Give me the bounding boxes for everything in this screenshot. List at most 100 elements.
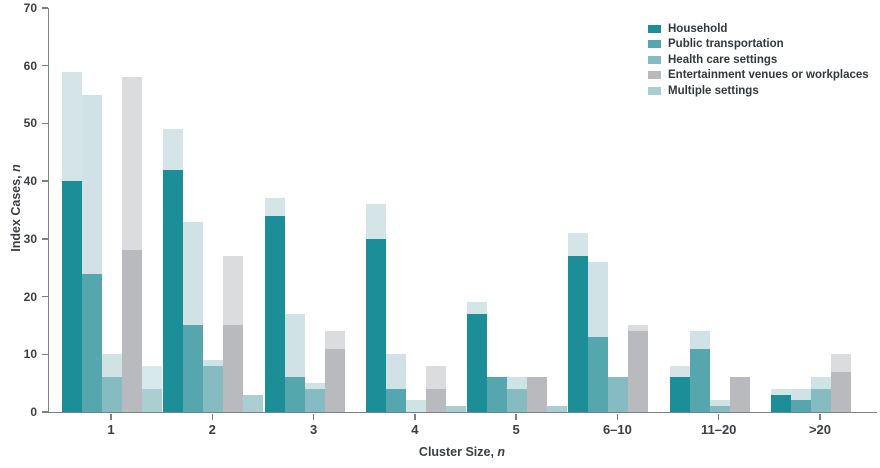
bar-group <box>770 354 871 412</box>
x-tick: 4 <box>365 413 465 437</box>
bar <box>487 377 508 412</box>
bar-solid-segment <box>507 388 528 412</box>
y-tick-label: 0 <box>30 405 37 419</box>
y-axis: 0 10 20 30 40 50 60 70 <box>0 1 48 419</box>
y-tick-mark <box>42 180 48 182</box>
bar <box>445 406 466 412</box>
bar-solid-segment <box>689 348 710 412</box>
x-tick: 5 <box>466 413 566 437</box>
legend-label: Entertainment venues or workplaces <box>668 69 869 82</box>
legend-label: Public transportation <box>668 38 784 51</box>
bar <box>264 198 285 412</box>
x-tick-label: 1 <box>107 421 115 437</box>
x-tick-label: 4 <box>411 421 419 437</box>
bar <box>304 383 325 412</box>
legend-swatch <box>648 24 661 33</box>
y-tick-mark <box>42 238 48 240</box>
y-tick-mark <box>42 411 48 413</box>
x-tick: >20 <box>770 413 870 437</box>
bar-solid-segment <box>568 256 589 412</box>
bar-solid-segment <box>264 215 285 412</box>
bar <box>284 313 305 412</box>
x-tick-label: >20 <box>808 421 831 437</box>
bar <box>709 400 730 412</box>
bar-solid-segment <box>487 377 508 412</box>
bar-solid-segment <box>709 406 730 412</box>
y-tick-mark <box>42 64 48 67</box>
legend-swatch <box>648 40 661 49</box>
x-tick: 6–10 <box>567 413 667 437</box>
bar <box>223 256 244 412</box>
bar-solid-segment <box>203 365 224 412</box>
x-tick: 3 <box>264 413 364 437</box>
bar-solid-segment <box>142 388 162 412</box>
x-tick-label: 2 <box>208 421 216 437</box>
bar <box>527 377 548 412</box>
x-tick-mark <box>616 413 619 420</box>
x-axis-title: Cluster Size, n <box>48 445 876 459</box>
bar-solid-segment <box>183 325 204 412</box>
bar-solid-segment <box>243 394 264 412</box>
bar <box>183 221 204 412</box>
legend-label: Multiple settings <box>668 84 759 97</box>
y-tick-mark <box>42 295 48 298</box>
bar-solid-segment <box>365 238 386 412</box>
y-tick-mark <box>42 353 48 356</box>
bar <box>243 394 264 412</box>
bar-group <box>467 302 568 412</box>
bar <box>830 354 851 412</box>
bar <box>770 388 791 412</box>
y-tick-mark <box>42 7 48 9</box>
bar <box>790 388 811 412</box>
legend-item: Entertainment venues or workplaces <box>648 68 869 84</box>
bar <box>203 360 224 412</box>
bar-solid-segment <box>445 406 466 412</box>
x-axis-title-text: Cluster Size, <box>418 445 498 459</box>
x-tick-mark <box>819 413 821 420</box>
x-tick-mark <box>717 413 720 420</box>
legend-item: Multiple settings <box>648 83 869 99</box>
bar <box>163 129 184 412</box>
bar-group <box>365 204 466 412</box>
x-tick-mark <box>515 413 517 420</box>
bar-solid-segment <box>324 348 345 412</box>
legend-swatch <box>648 71 661 80</box>
bar <box>810 377 831 412</box>
y-tick-mark <box>42 122 48 125</box>
x-tick: 2 <box>162 413 262 437</box>
bar-group <box>669 331 770 412</box>
legend-item: Health care settings <box>648 52 869 68</box>
bar <box>425 365 446 412</box>
x-tick-mark <box>211 413 214 420</box>
bar-groups <box>49 8 877 412</box>
bar-solid-segment <box>467 313 488 412</box>
bar-group <box>264 198 365 412</box>
bar <box>324 331 345 412</box>
x-axis-title-italic-n: n <box>497 445 506 459</box>
bar <box>729 377 750 412</box>
x-tick-label: 11–20 <box>700 421 737 437</box>
y-tick-label: 40 <box>23 174 37 189</box>
bar <box>467 302 488 412</box>
bar-solid-segment <box>527 377 548 412</box>
legend-label: Health care settings <box>668 53 778 66</box>
bar-solid-segment <box>385 388 406 412</box>
bar <box>608 377 629 412</box>
bar-group <box>62 71 162 412</box>
bar <box>122 77 142 412</box>
legend-swatch <box>648 55 661 64</box>
legend-item: Household <box>648 21 869 37</box>
bar-solid-segment <box>810 388 831 412</box>
bar <box>588 261 609 412</box>
y-tick-label: 30 <box>23 231 37 246</box>
bar-solid-segment <box>82 273 102 412</box>
bar <box>689 331 710 412</box>
bar <box>142 365 162 412</box>
y-tick-label: 60 <box>23 58 37 73</box>
bar <box>82 94 102 412</box>
x-tick: 1 <box>61 413 161 437</box>
legend: Household Public transportation Health car… <box>648 21 869 99</box>
bar-solid-segment <box>628 331 649 412</box>
y-tick-label: 20 <box>23 289 37 304</box>
